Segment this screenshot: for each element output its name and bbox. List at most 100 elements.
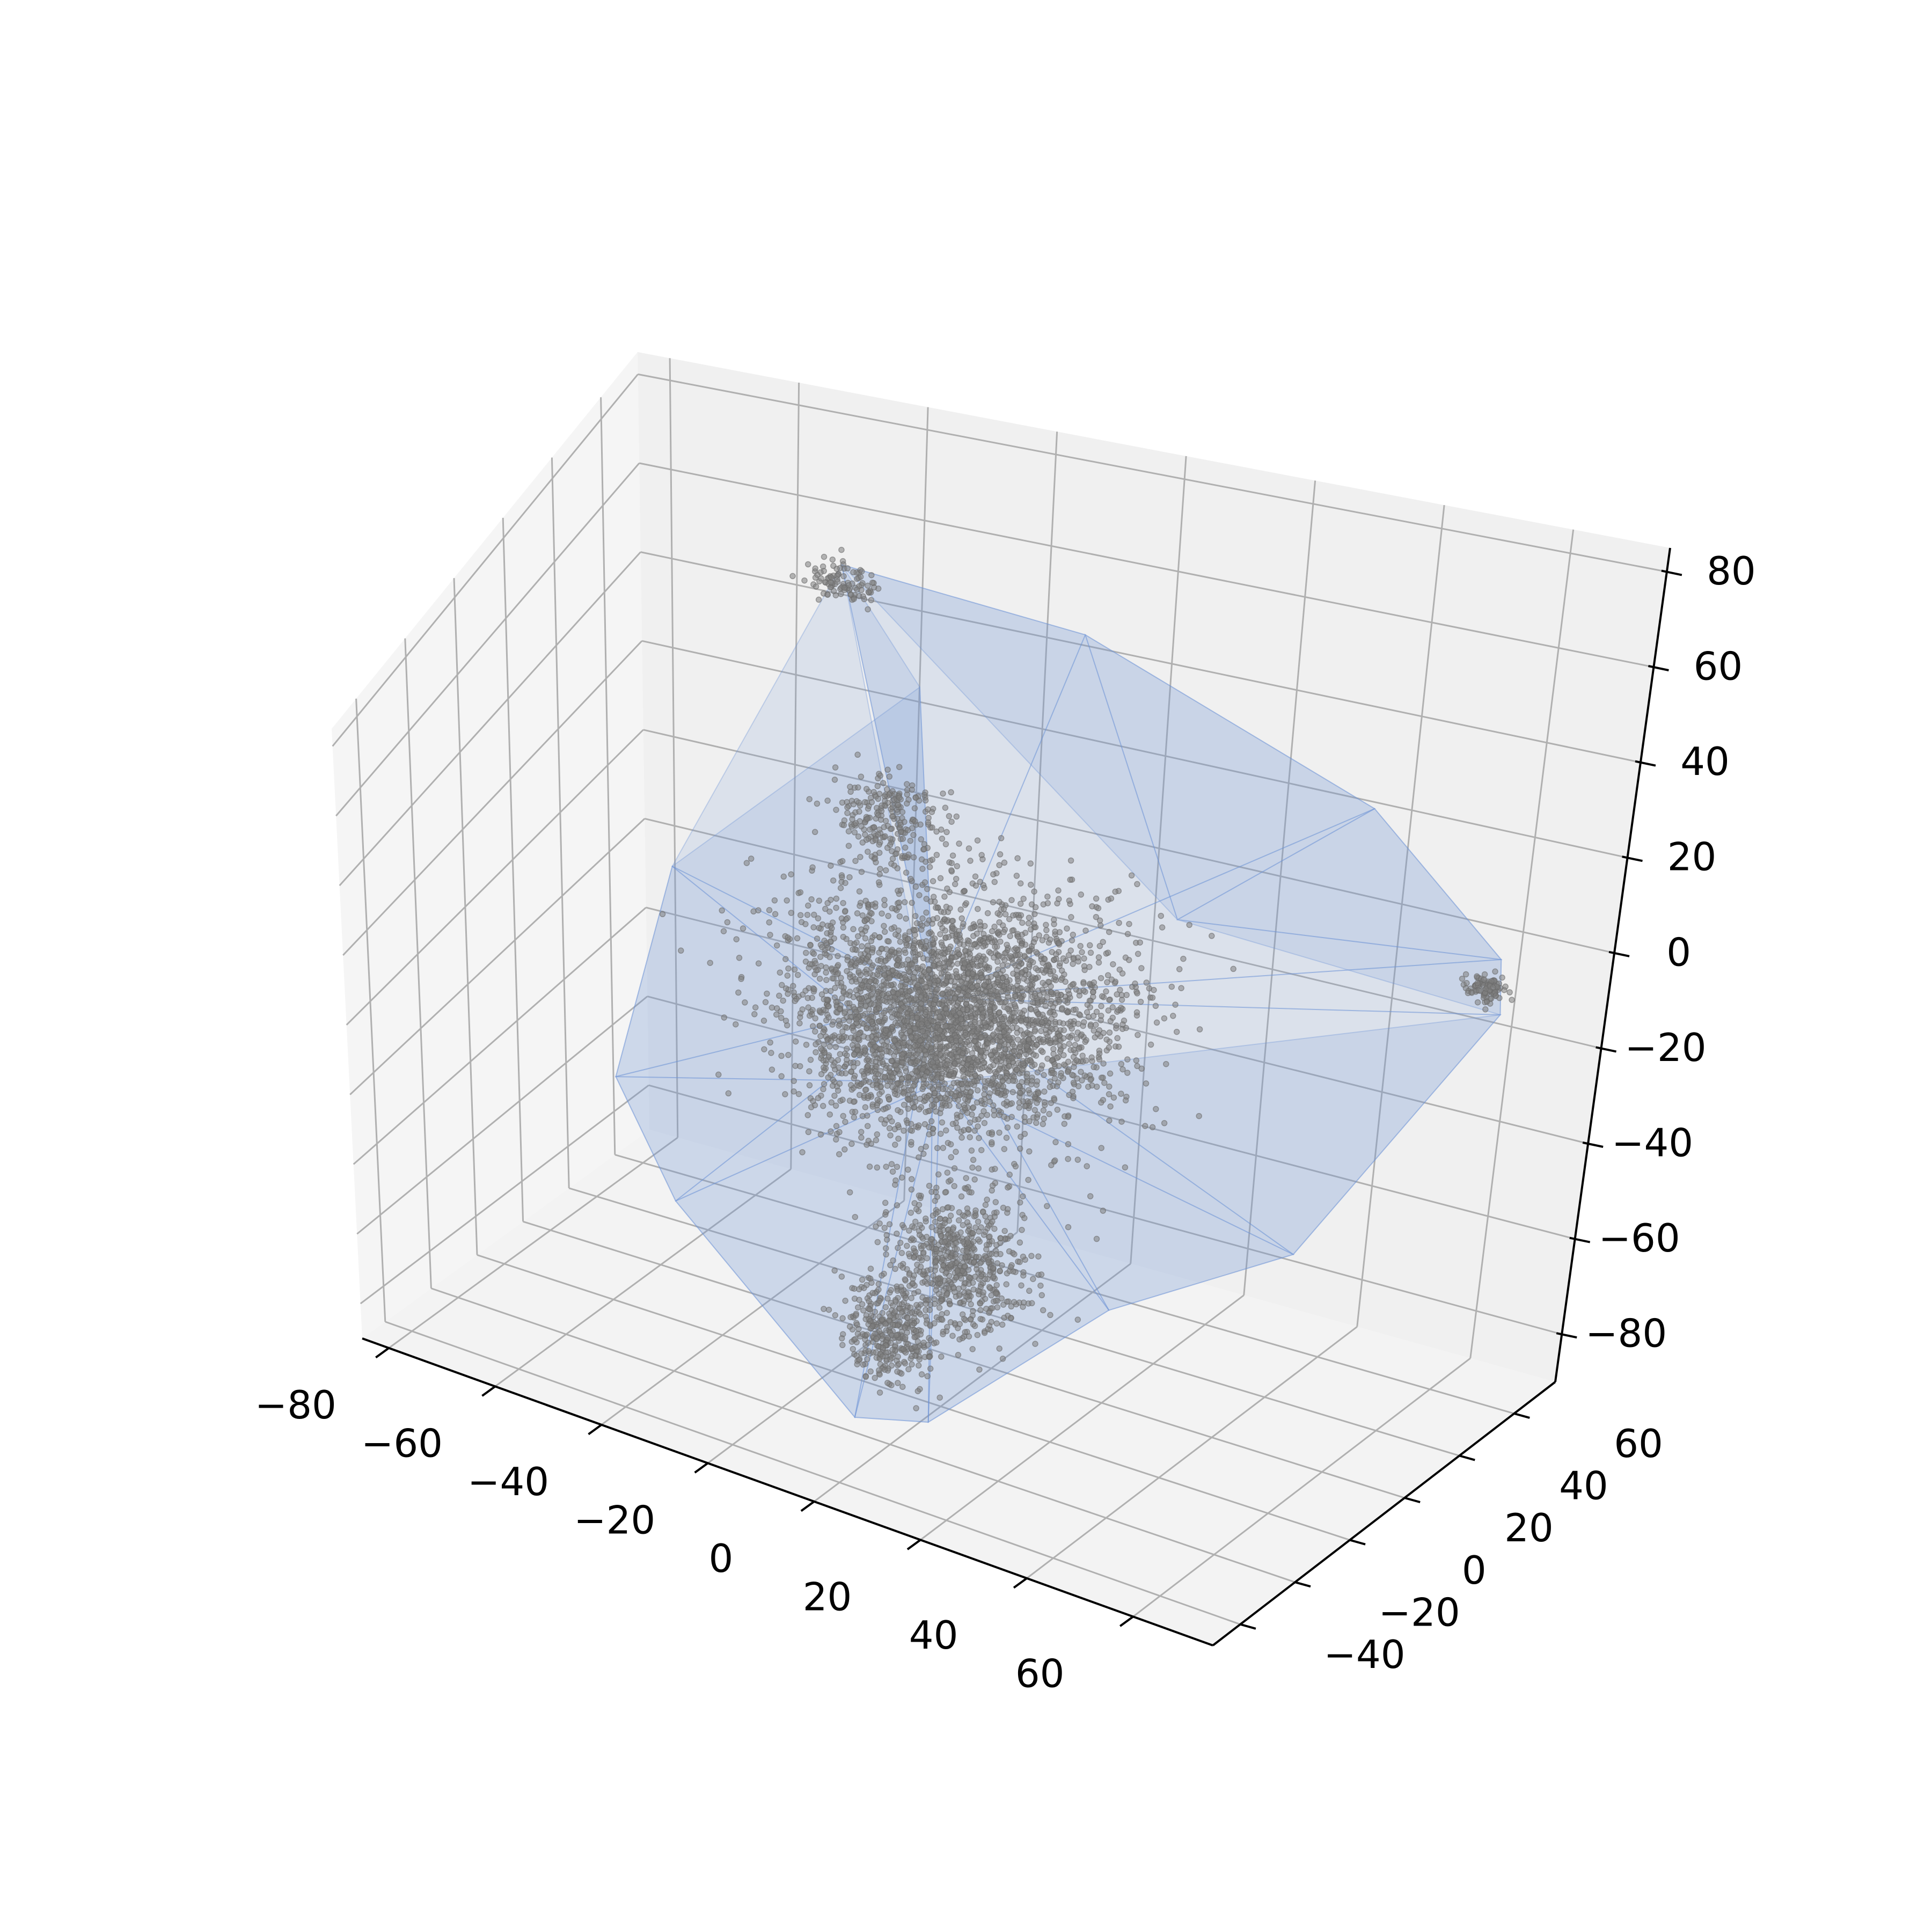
- data-point: [1040, 1036, 1046, 1043]
- data-point: [866, 1315, 872, 1322]
- data-point: [1186, 921, 1192, 928]
- data-point: [1071, 1046, 1077, 1053]
- data-point: [927, 1267, 934, 1273]
- data-point: [1011, 1048, 1018, 1055]
- data-point: [1021, 975, 1027, 982]
- data-point: [855, 968, 862, 975]
- data-point: [824, 900, 831, 906]
- data-point: [992, 1297, 999, 1304]
- grid-line-y: [385, 1321, 1241, 1626]
- data-point: [883, 1163, 889, 1170]
- data-point: [854, 1047, 861, 1053]
- data-point: [823, 940, 830, 946]
- data-point: [987, 934, 994, 941]
- data-point: [837, 884, 844, 891]
- data-point: [877, 866, 883, 872]
- data-point: [832, 764, 839, 771]
- data-point: [956, 840, 962, 847]
- data-point: [809, 994, 815, 1001]
- grid-line-z: [356, 996, 648, 1235]
- data-point: [1038, 1028, 1044, 1035]
- data-point: [778, 1073, 785, 1080]
- data-point: [913, 920, 920, 927]
- data-point: [877, 1084, 884, 1091]
- data-point: [1057, 960, 1063, 967]
- data-point: [1040, 1107, 1047, 1114]
- data-point: [1115, 1043, 1122, 1050]
- data-point: [879, 983, 885, 989]
- data-point: [768, 1050, 774, 1056]
- data-point: [963, 1175, 969, 1181]
- data-point: [871, 1001, 877, 1008]
- data-point: [1012, 1163, 1019, 1170]
- data-point: [994, 910, 1001, 917]
- data-point: [1074, 1035, 1080, 1042]
- data-point: [1005, 1020, 1012, 1027]
- data-point: [969, 1050, 976, 1057]
- data-point: [942, 1189, 949, 1196]
- data-point: [807, 942, 814, 949]
- data-point: [1020, 1038, 1026, 1045]
- data-point: [874, 991, 880, 997]
- data-point: [1020, 1269, 1027, 1276]
- data-point: [1031, 888, 1037, 895]
- data-point: [872, 1374, 878, 1381]
- data-point: [900, 1024, 907, 1031]
- data-point: [875, 1280, 882, 1287]
- data-point: [996, 898, 1002, 905]
- data-point: [865, 589, 872, 595]
- data-point: [982, 1228, 989, 1235]
- data-point: [991, 1107, 997, 1114]
- data-point: [1052, 1035, 1058, 1042]
- data-point: [882, 797, 888, 804]
- data-point: [1041, 1115, 1047, 1122]
- data-point: [965, 938, 972, 945]
- data-point: [980, 1059, 987, 1066]
- data-point: [1078, 891, 1085, 898]
- grid-line-z: [339, 551, 641, 887]
- data-point: [1075, 958, 1082, 965]
- data-point: [1053, 1083, 1060, 1089]
- data-point: [911, 1315, 918, 1322]
- data-point: [876, 1389, 883, 1396]
- data-point: [1016, 1104, 1023, 1111]
- data-point: [978, 1267, 984, 1274]
- data-point: [950, 1285, 957, 1292]
- data-point: [972, 1207, 979, 1214]
- data-point: [946, 946, 953, 953]
- data-point: [943, 829, 950, 836]
- data-point: [796, 1020, 803, 1027]
- data-point: [985, 1093, 992, 1100]
- data-point: [939, 1267, 946, 1274]
- data-point: [825, 1074, 831, 1081]
- data-point: [779, 982, 785, 989]
- data-point: [908, 1059, 914, 1066]
- data-point: [784, 972, 791, 979]
- data-point: [829, 925, 835, 932]
- data-point: [941, 916, 948, 923]
- grid-line-y: [600, 397, 616, 1155]
- data-point: [803, 1041, 810, 1048]
- data-point: [886, 1125, 893, 1132]
- data-point: [979, 1065, 986, 1072]
- data-point: [927, 1321, 933, 1328]
- data-point: [869, 1103, 876, 1110]
- data-point: [1027, 1049, 1033, 1055]
- data-point: [895, 956, 902, 963]
- data-point: [809, 1023, 816, 1030]
- data-point: [1067, 876, 1073, 883]
- data-point: [769, 1004, 775, 1011]
- data-point: [881, 1121, 888, 1127]
- data-point: [1042, 1002, 1049, 1009]
- data-point: [930, 894, 937, 900]
- data-point: [984, 1111, 991, 1118]
- data-point: [904, 1080, 911, 1087]
- data-point: [848, 1140, 855, 1147]
- data-point: [949, 1333, 956, 1339]
- data-point: [1003, 1088, 1009, 1095]
- data-point: [838, 983, 845, 990]
- data-point: [917, 1095, 924, 1102]
- data-point: [937, 1051, 943, 1058]
- grid-line-x: [1130, 456, 1187, 1264]
- data-point: [1080, 987, 1087, 994]
